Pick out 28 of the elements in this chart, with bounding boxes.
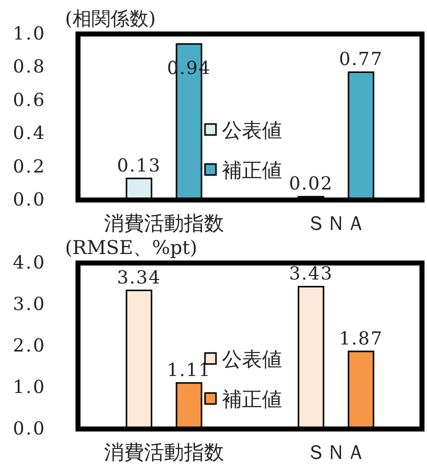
data-label: 3.34: [116, 267, 162, 288]
y-tick-label: 4.0: [12, 252, 46, 274]
legend-label: 補正値: [222, 387, 282, 411]
legend-label: 公表値: [222, 118, 282, 142]
legend-label: 補正値: [222, 158, 282, 182]
y-axis-title: (相関係数): [65, 8, 156, 30]
y-tick-label: 1.0: [12, 377, 46, 398]
y-tick-label: 2.0: [12, 336, 46, 356]
y-tick-label: 0.8: [12, 56, 46, 78]
data-label: 0.13: [116, 155, 162, 176]
legend-label: 公表値: [222, 347, 282, 371]
data-label: 1.11: [166, 360, 212, 381]
y-tick-label: 0.0: [12, 418, 46, 440]
y-tick-label: 1.0: [12, 24, 46, 44]
data-label: 3.43: [288, 264, 334, 285]
y-tick-label: 0.4: [12, 123, 46, 144]
y-axis-title: (RMSE、%pt): [65, 237, 198, 259]
data-label: 1.87: [338, 328, 384, 350]
y-tick-label: 3.0: [12, 294, 46, 315]
y-tick-label: 0.2: [12, 156, 46, 178]
x-tick-label: ＳＮＡ: [306, 440, 366, 464]
y-tick-label: 0.0: [12, 190, 46, 210]
x-tick-label: 消費活動指数: [104, 440, 224, 464]
data-label: 0.77: [338, 49, 384, 70]
data-label: 0.02: [288, 174, 334, 195]
y-tick-label: 0.6: [12, 90, 46, 111]
x-tick-label: ＳＮＡ: [306, 211, 366, 235]
x-tick-label: 消費活動指数: [104, 211, 224, 235]
